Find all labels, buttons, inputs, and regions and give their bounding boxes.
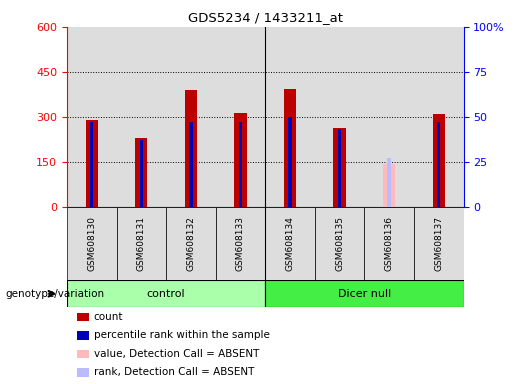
Bar <box>315 207 365 280</box>
Bar <box>365 207 414 280</box>
Bar <box>414 27 464 207</box>
Bar <box>383 164 396 207</box>
Bar <box>433 114 445 207</box>
Bar <box>90 122 93 207</box>
Text: count: count <box>94 312 123 322</box>
Bar <box>338 129 341 207</box>
Text: value, Detection Call = ABSENT: value, Detection Call = ABSENT <box>94 349 259 359</box>
Bar <box>333 127 346 207</box>
Bar <box>288 117 291 207</box>
Bar <box>140 140 143 207</box>
Text: GSM608135: GSM608135 <box>335 216 344 271</box>
Text: GSM608132: GSM608132 <box>186 217 195 271</box>
Text: rank, Detection Call = ABSENT: rank, Detection Call = ABSENT <box>94 367 254 377</box>
Text: genotype/variation: genotype/variation <box>5 289 104 299</box>
Bar <box>85 120 98 207</box>
Bar <box>414 207 464 280</box>
Bar <box>67 280 265 307</box>
Bar <box>315 27 365 207</box>
Text: Dicer null: Dicer null <box>338 289 391 299</box>
Bar <box>166 27 216 207</box>
Bar <box>67 207 116 280</box>
Bar <box>234 113 247 207</box>
Bar <box>387 158 391 207</box>
Text: percentile rank within the sample: percentile rank within the sample <box>94 330 270 340</box>
Bar <box>239 122 242 207</box>
Bar <box>116 27 166 207</box>
Text: GSM608130: GSM608130 <box>87 216 96 271</box>
Bar <box>116 207 166 280</box>
Text: GSM608131: GSM608131 <box>137 216 146 271</box>
Text: GSM608134: GSM608134 <box>285 217 295 271</box>
Bar <box>365 27 414 207</box>
Bar <box>437 122 440 207</box>
Bar <box>166 207 216 280</box>
Bar <box>265 27 315 207</box>
Title: GDS5234 / 1433211_at: GDS5234 / 1433211_at <box>188 11 342 24</box>
Bar <box>216 27 265 207</box>
Bar <box>216 207 265 280</box>
Bar <box>135 138 147 207</box>
Text: GSM608133: GSM608133 <box>236 216 245 271</box>
Bar <box>185 90 197 207</box>
Text: GSM608137: GSM608137 <box>434 216 443 271</box>
Bar <box>265 280 464 307</box>
Text: control: control <box>147 289 185 299</box>
Text: GSM608136: GSM608136 <box>385 216 393 271</box>
Bar <box>67 27 116 207</box>
Bar <box>189 122 193 207</box>
Bar <box>284 89 296 207</box>
Bar <box>265 207 315 280</box>
